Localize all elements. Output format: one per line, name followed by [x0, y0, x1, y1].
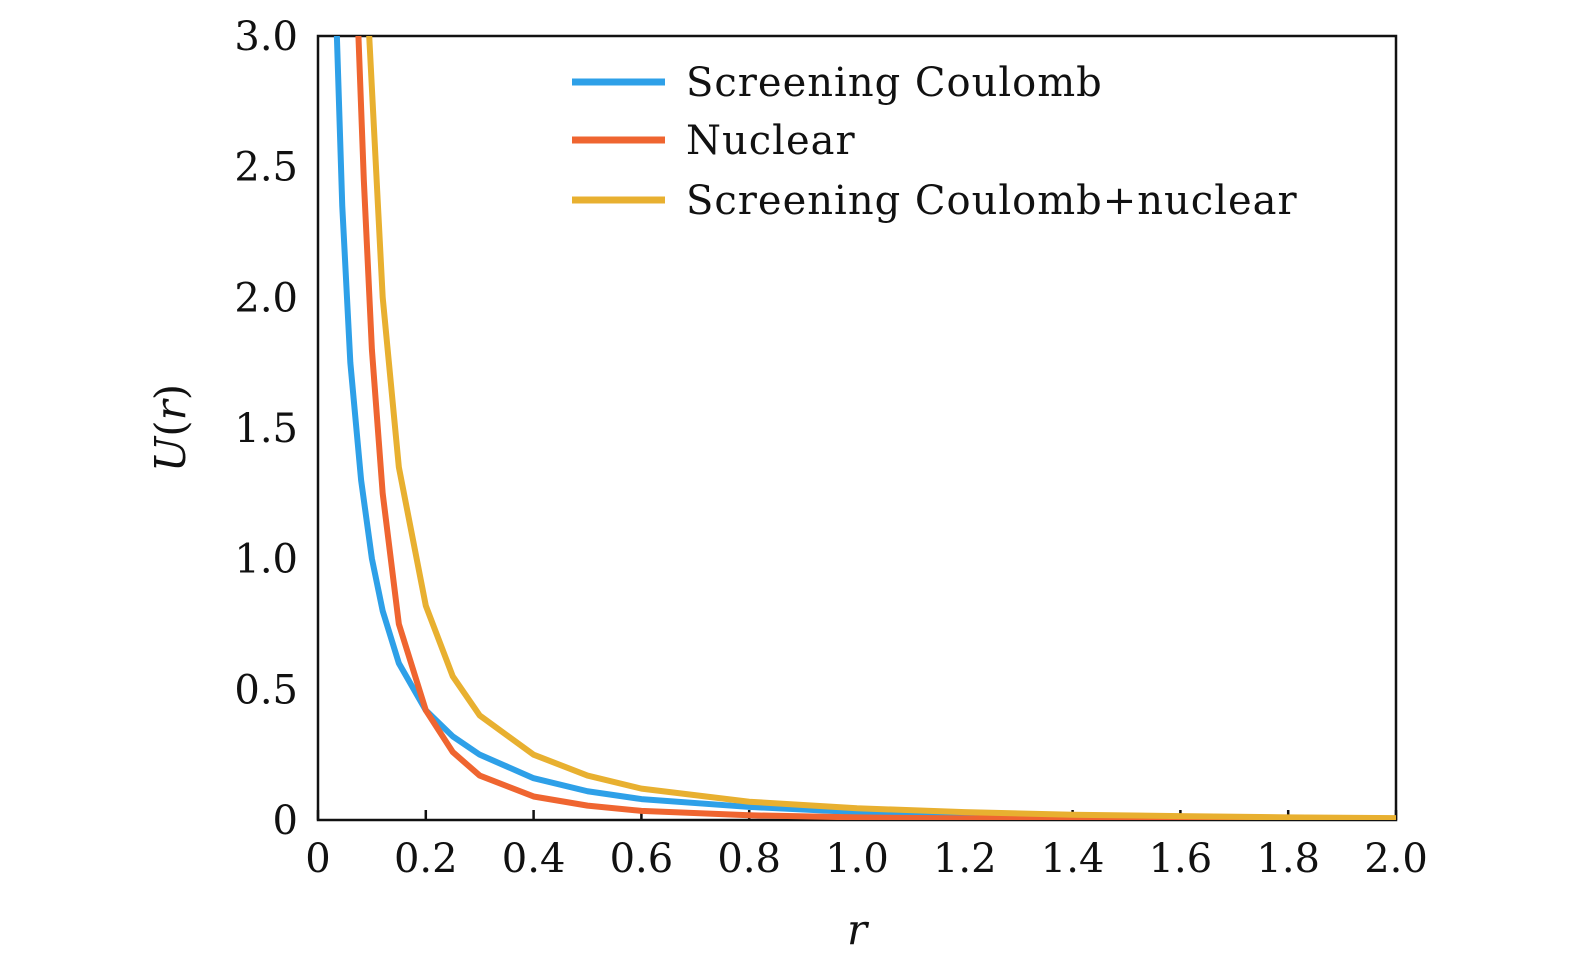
y-axis-label-var: r	[146, 397, 195, 420]
x-tick-label: 0.6	[610, 836, 674, 882]
legend-entry: Screening Coulomb	[572, 60, 1103, 106]
x-tick-label: 1.2	[933, 836, 997, 882]
x-tick-label: 0.8	[717, 836, 781, 882]
x-tick-label: 1.6	[1149, 836, 1213, 882]
x-axis-ticks: 0 0.2 0.4 0.6 0.8 1.0 1.2 1.4 1.6 1.8 2.0	[305, 810, 1428, 882]
y-tick-label: 1.5	[234, 406, 298, 452]
y-axis-ticks: 0 0.5 1.0 1.5 2.0 2.5 3.0	[234, 14, 298, 844]
x-tick-label: 0	[305, 836, 330, 882]
legend-label-screening-coulomb: Screening Coulomb	[686, 60, 1103, 106]
y-tick-label: 2.0	[234, 275, 298, 321]
legend-entry: Screening Coulomb+nuclear	[572, 178, 1298, 224]
y-tick-label: 1.0	[234, 537, 298, 583]
x-tick-label: 1.4	[1041, 836, 1105, 882]
y-tick-label: 3.0	[234, 14, 298, 60]
legend: Screening Coulomb Nuclear Screening Coul…	[572, 60, 1298, 224]
y-axis-label-paren-open: (	[146, 420, 195, 436]
x-tick-label: 1.0	[825, 836, 889, 882]
y-axis-label-paren-close: )	[146, 384, 195, 400]
y-tick-label: 0.5	[234, 667, 298, 713]
x-axis-label: r	[847, 905, 870, 954]
y-axis-label: U(r)	[146, 384, 195, 472]
plot-frame	[316, 34, 1398, 822]
y-tick-label: 0	[273, 798, 298, 844]
legend-label-screening-coulomb-nuclear: Screening Coulomb+nuclear	[686, 178, 1298, 224]
series-line-screening-coulomb-nuclear	[366, 36, 1396, 820]
y-axis-label-main: U	[146, 435, 195, 472]
svg-text:U(r): U(r)	[146, 384, 195, 472]
series-layer	[333, 36, 1396, 820]
x-tick-label: 1.8	[1256, 836, 1320, 882]
series-line-nuclear	[355, 36, 1396, 820]
x-tick-label: 0.4	[502, 836, 566, 882]
y-tick-label: 2.5	[234, 145, 298, 191]
series-line-screening-coulomb	[333, 36, 1396, 820]
x-tick-label: 2.0	[1364, 836, 1428, 882]
legend-entry: Nuclear	[572, 118, 856, 164]
x-tick-label: 0.2	[394, 836, 458, 882]
legend-label-nuclear: Nuclear	[686, 118, 856, 164]
